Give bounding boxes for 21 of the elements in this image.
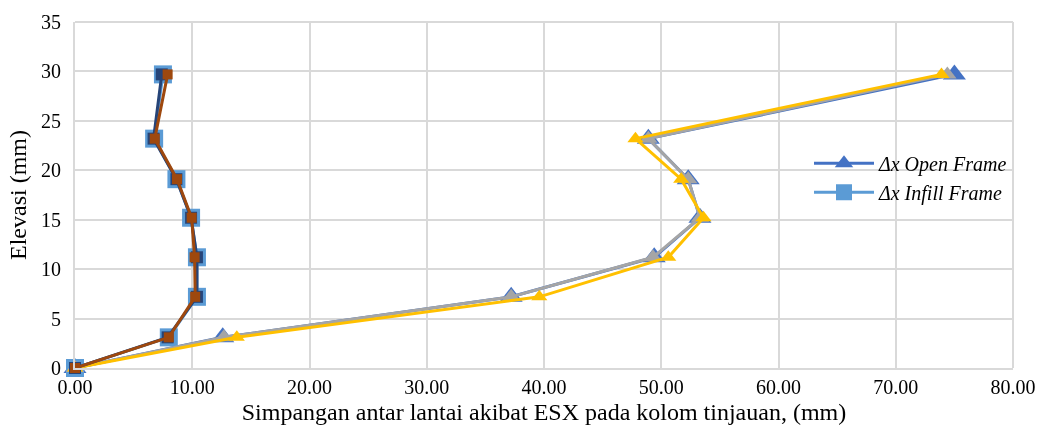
y-tick-label: 25: [41, 109, 61, 132]
x-tick-label: 0.00: [57, 376, 93, 398]
y-tick-label: 30: [41, 60, 61, 83]
y-tick-label: 0: [51, 357, 61, 379]
x-tick-label: 70.00: [873, 376, 919, 398]
y-tick-label: 5: [51, 307, 61, 330]
legend-label: Δx Infill Frame: [878, 182, 1002, 205]
x-tick-label: 20.00: [287, 376, 332, 398]
y-tick-label: 10: [41, 258, 61, 281]
y-tick-label: 20: [41, 159, 61, 182]
legend-label: Δx Open Frame: [878, 153, 1007, 176]
x-tick-label: 50.00: [638, 376, 684, 398]
x-tick-label: 80.00: [990, 376, 1036, 398]
x-tick-label: 10.00: [169, 376, 215, 398]
y-tick-label: 35: [41, 11, 61, 33]
x-tick-label: 30.00: [404, 376, 450, 398]
x-tick-label: 40.00: [521, 376, 567, 398]
y-axis-title: Elevasi (mm): [4, 130, 31, 260]
x-axis-title: Simpangan antar lantai akibat ESX pada kolom tinjauan, (mm): [241, 398, 847, 425]
y-tick-label: 15: [41, 208, 61, 231]
x-tick-label: 60.00: [756, 376, 801, 398]
